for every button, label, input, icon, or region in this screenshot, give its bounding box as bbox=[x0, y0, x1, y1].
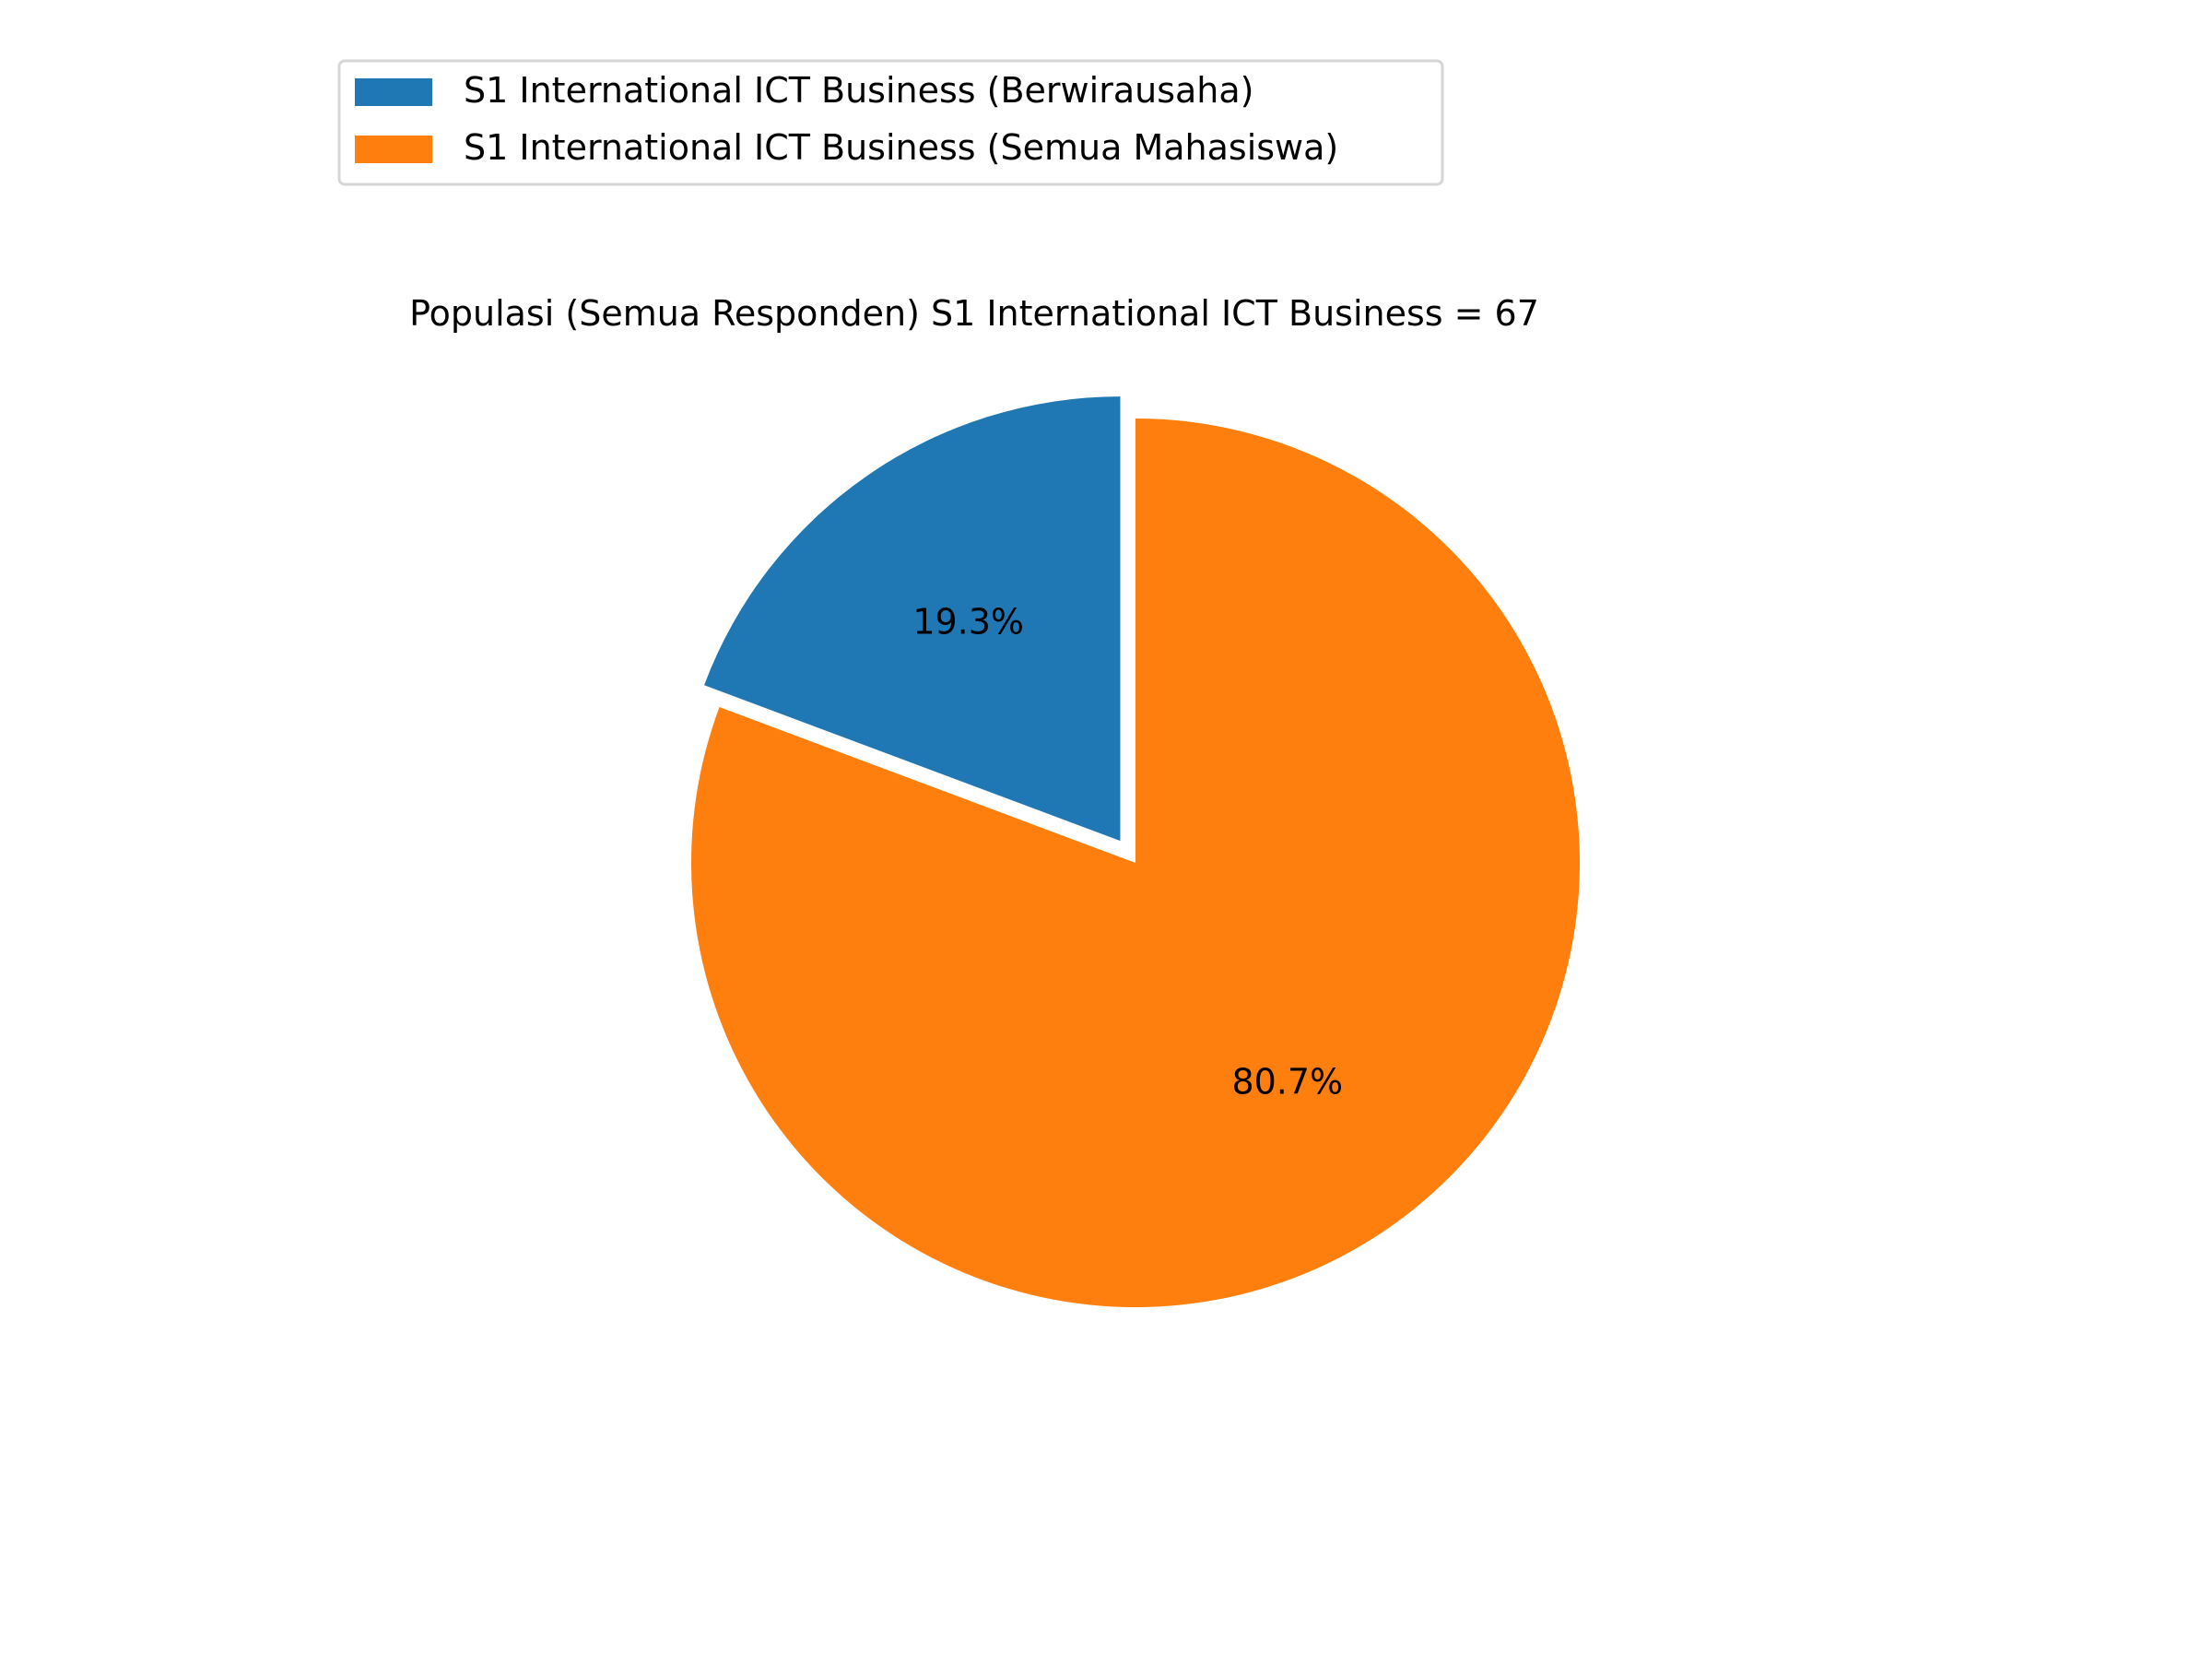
legend-label-berwirausaha: S1 International ICT Business (Berwiraus… bbox=[464, 70, 1253, 111]
slice-label-semua-mahasiswa: 80.7% bbox=[1231, 1062, 1343, 1103]
pie-slice-berwirausaha bbox=[704, 396, 1121, 842]
slice-label-berwirausaha: 19.3% bbox=[912, 602, 1024, 643]
legend-frame bbox=[337, 59, 1444, 186]
legend: S1 International ICT Business (Berwiraus… bbox=[337, 59, 1444, 186]
pie-slice-semua-mahasiswa bbox=[691, 419, 1581, 1307]
legend-swatch-berwirausaha bbox=[355, 78, 432, 106]
chart-title: Populasi (Semua Responden) S1 Internatio… bbox=[409, 293, 1539, 334]
pie-slices bbox=[691, 396, 1581, 1307]
legend-swatch-semua-mahasiswa bbox=[355, 136, 432, 163]
legend-label-semua-mahasiswa: S1 International ICT Business (Semua Mah… bbox=[464, 127, 1338, 168]
